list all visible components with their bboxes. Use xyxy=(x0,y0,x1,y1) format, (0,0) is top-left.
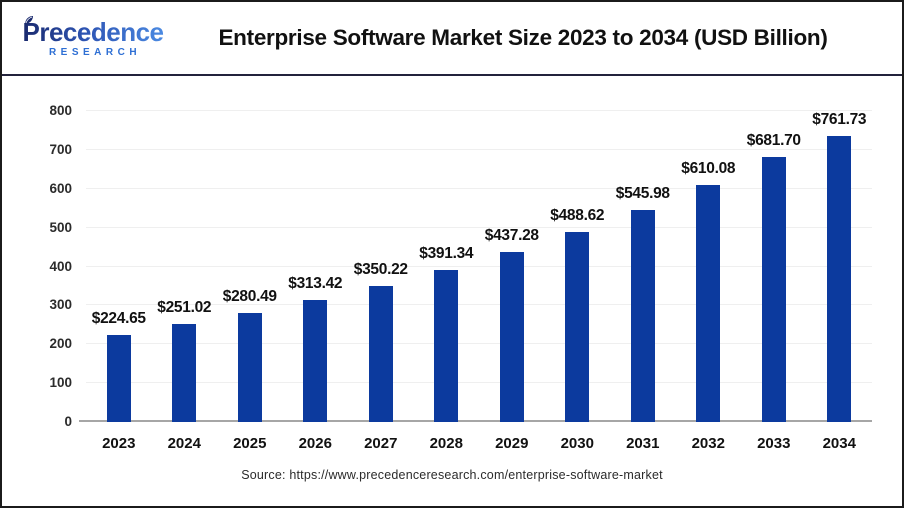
bar xyxy=(565,232,590,422)
gridline xyxy=(86,187,872,189)
gridline xyxy=(86,226,872,228)
bars-row: $224.65 2023 $251.02 2024 $280.49 2025 $313.42… xyxy=(86,111,873,452)
bar xyxy=(761,157,786,422)
bar-column: $761.73 2034 xyxy=(807,111,873,452)
bar xyxy=(499,252,524,422)
bar xyxy=(106,334,131,422)
y-tick-label: 400 xyxy=(49,258,72,274)
plot-area: $224.65 2023 $251.02 2024 $280.49 2025 $313.42… xyxy=(49,103,873,452)
x-axis-line xyxy=(79,420,872,422)
x-tick-label: 2027 xyxy=(364,435,398,452)
x-tick-label: 2032 xyxy=(691,435,725,452)
logo-brand-text: Precedence xyxy=(22,16,164,47)
bar-value-label: $488.62 xyxy=(550,207,605,225)
x-tick-label: 2025 xyxy=(233,435,267,452)
y-tick-label: 0 xyxy=(64,414,72,430)
y-tick-label: 300 xyxy=(49,297,72,313)
bar-value-label: $681.70 xyxy=(746,132,801,149)
gridline xyxy=(86,382,872,384)
bar xyxy=(368,285,393,422)
x-tick-label: 2023 xyxy=(102,435,136,452)
bar-value-label: $350.22 xyxy=(353,260,408,278)
source-text: Source: https://www.precedenceresearch.c… xyxy=(241,468,663,482)
bar-column: $610.08 2032 xyxy=(676,111,742,452)
bar-column: $224.65 2023 xyxy=(86,111,152,452)
gridline xyxy=(86,110,872,111)
y-tick-label: 200 xyxy=(49,336,72,352)
bar xyxy=(827,136,852,422)
logo-subtitle-text: RESEARCH xyxy=(48,46,142,58)
y-tick-label: 700 xyxy=(49,142,72,158)
bar-column: $251.02 2024 xyxy=(152,111,218,452)
bar-column: $681.70 2033 xyxy=(741,111,807,452)
bar-column: $350.22 2027 xyxy=(348,111,414,452)
x-tick-label: 2034 xyxy=(822,435,856,452)
x-tick-label: 2031 xyxy=(626,435,660,452)
bar xyxy=(172,324,197,422)
gridline xyxy=(86,304,872,306)
bar xyxy=(696,184,721,422)
x-tick-label: 2030 xyxy=(560,435,594,452)
chart-title: Enterprise Software Market Size 2023 to … xyxy=(218,25,828,50)
bar-value-label: $313.42 xyxy=(288,275,343,293)
bar-column: $437.28 2029 xyxy=(479,111,545,452)
bar-value-label: $280.49 xyxy=(222,287,277,305)
bar-value-label: $761.73 xyxy=(812,111,867,128)
bar-column: $488.62 2030 xyxy=(545,111,611,452)
bar-value-label: $251.02 xyxy=(157,299,212,317)
bar xyxy=(303,300,328,422)
y-tick-label: 500 xyxy=(49,219,72,235)
bar-value-label: $391.34 xyxy=(419,244,474,262)
gridline xyxy=(86,265,872,267)
bar-column: $313.42 2026 xyxy=(283,111,349,452)
bar-column: $545.98 2031 xyxy=(610,111,676,452)
bar-value-label: $437.28 xyxy=(484,227,539,245)
bar-value-label: $545.98 xyxy=(615,184,670,202)
bar xyxy=(630,209,655,422)
y-tick-label: 600 xyxy=(49,180,72,196)
bar-value-label: $610.08 xyxy=(681,159,736,177)
x-tick-label: 2029 xyxy=(495,435,529,452)
x-tick-label: 2024 xyxy=(167,435,201,452)
x-tick-label: 2026 xyxy=(298,435,332,452)
x-tick-label: 2028 xyxy=(429,435,463,452)
bar xyxy=(237,312,262,422)
gridline xyxy=(86,343,872,345)
bar xyxy=(434,269,459,422)
header: Precedence RESEARCH Enterprise Software … xyxy=(2,2,902,76)
y-tick-label: 100 xyxy=(49,375,72,391)
bar-column: $280.49 2025 xyxy=(217,111,283,452)
chart-area: $224.65 2023 $251.02 2024 $280.49 2025 $313.42… xyxy=(2,76,902,506)
gridline xyxy=(86,148,872,150)
bar-column: $391.34 2028 xyxy=(414,111,480,452)
bar-value-label: $224.65 xyxy=(91,309,146,327)
logo: Precedence RESEARCH xyxy=(22,15,164,58)
x-tick-label: 2033 xyxy=(757,435,791,452)
y-tick-label: 800 xyxy=(49,103,72,119)
